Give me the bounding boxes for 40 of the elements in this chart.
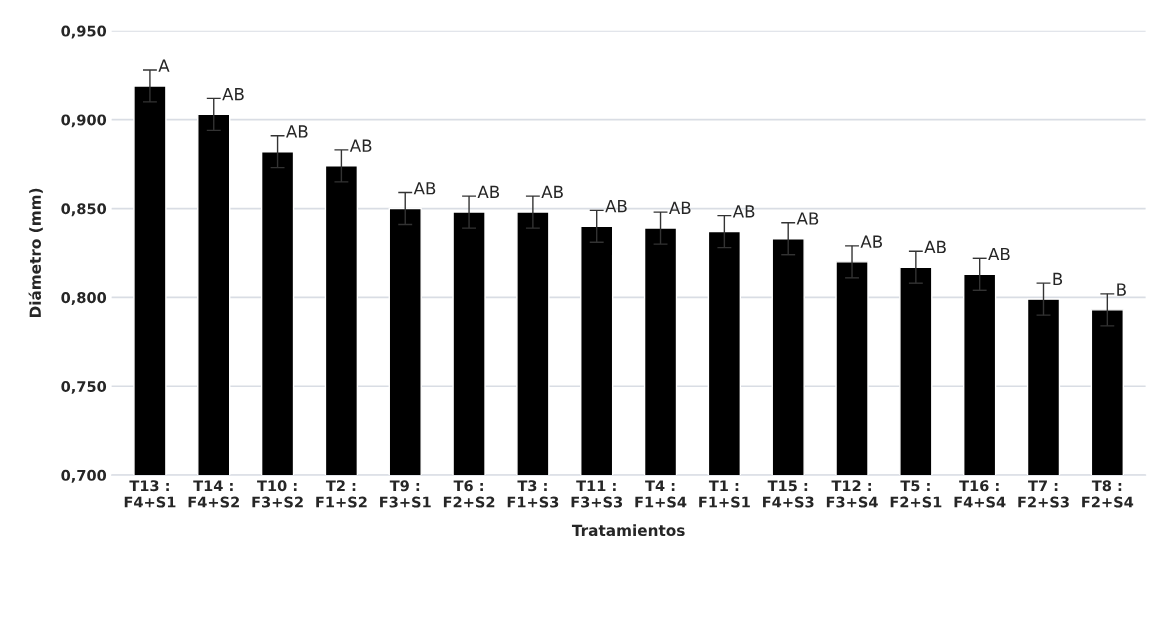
data-label: B: [1053, 272, 1063, 285]
data-label: AB: [605, 199, 627, 213]
x-tick-label: T11 : F3+S3: [571, 480, 623, 508]
y-tick-label: 0,800: [61, 292, 107, 306]
x-tick-label: T16 : F4+S4: [954, 480, 1006, 508]
data-label: AB: [286, 125, 308, 138]
data-label: A: [158, 59, 170, 72]
data-label: AB: [669, 201, 691, 214]
x-axis-title: Tratamientos: [571, 524, 685, 537]
data-label: AB: [796, 212, 819, 225]
x-tick-label: T9 : F3+S1: [380, 480, 431, 508]
data-label: AB: [477, 185, 500, 198]
x-tick-label: T12 : F3+S4: [826, 480, 878, 508]
data-label: AB: [541, 185, 563, 198]
y-tick-label: 0,700: [61, 469, 107, 483]
y-tick-label: 0,850: [61, 203, 107, 217]
x-tick-label: T2 : F1+S2: [316, 480, 367, 508]
data-label: AB: [988, 247, 1010, 261]
y-tick-label: 0,750: [61, 380, 107, 394]
x-tick-label: T10 : F3+S2: [252, 480, 303, 508]
x-tick-label: T3 : F1+S3: [507, 480, 559, 508]
data-label: B: [1117, 283, 1126, 296]
x-tick-label: T15 : F4+S3: [763, 480, 814, 508]
data-label: AB: [924, 240, 946, 254]
x-tick-label: T4 : F1+S4: [635, 480, 687, 508]
data-label: AB: [349, 139, 372, 152]
data-label: AB: [413, 182, 436, 195]
x-tick-label: T14 : F4+S2: [188, 480, 239, 508]
y-tick-label: 0,900: [61, 114, 107, 128]
y-axis-title: Diámetro (mm): [28, 188, 43, 318]
data-label: AB: [222, 88, 244, 101]
x-tick-label: T8 : F2+S4: [1082, 480, 1134, 508]
x-tick-label: T1 : F1+S1: [699, 480, 750, 508]
data-label: AB: [732, 205, 755, 218]
x-tick-label: T6 : F2+S2: [443, 480, 495, 508]
x-tick-label: T7 : F2+S3: [1018, 480, 1069, 508]
x-tick-label: T5 : F2+S1: [890, 480, 942, 508]
data-label: AB: [860, 235, 883, 248]
y-tick-label: 0,950: [61, 25, 107, 39]
x-tick-label: T13 : F4+S1: [124, 480, 176, 508]
